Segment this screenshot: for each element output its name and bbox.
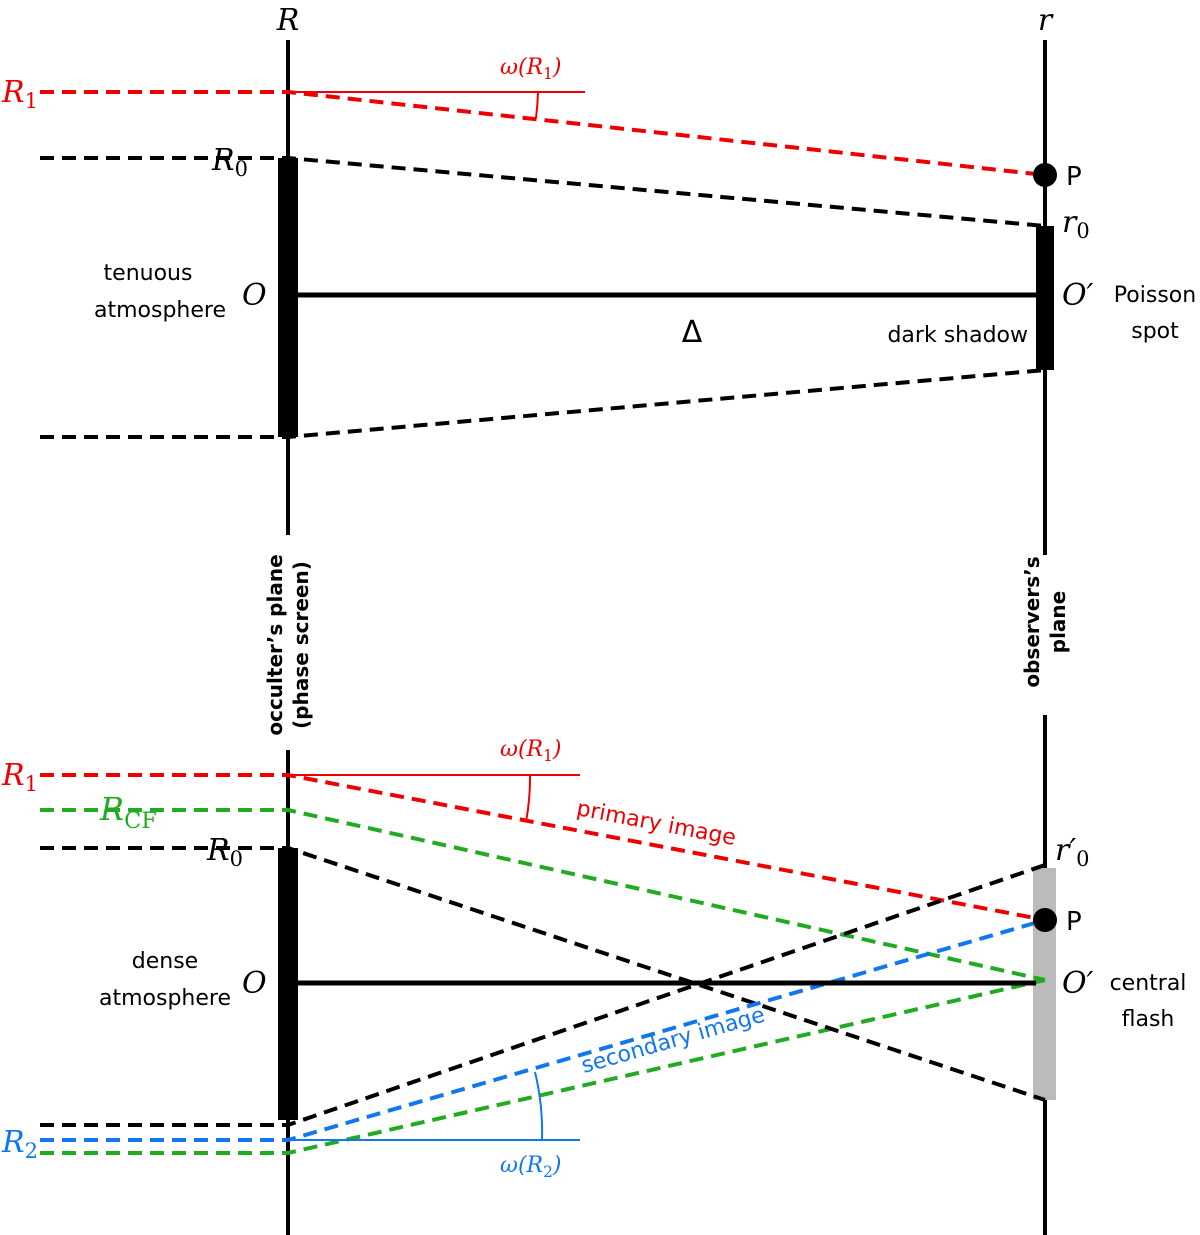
main: R	[99, 790, 124, 828]
ray	[40, 90, 1046, 177]
label: RCF	[99, 790, 157, 834]
label: R2	[1, 1125, 38, 1163]
pre: ω(	[500, 1153, 527, 1178]
main: R	[526, 55, 544, 80]
label: O′	[1062, 278, 1094, 313]
label: dark shadow	[887, 323, 1028, 348]
label: atmosphere	[94, 298, 226, 323]
post: )	[552, 737, 562, 762]
main: R	[1, 1125, 25, 1160]
label: ω(R1)	[500, 55, 562, 83]
label: r	[1038, 3, 1054, 38]
label: O′	[1062, 966, 1094, 1001]
label: ω(R2)	[500, 1153, 562, 1181]
ray	[40, 978, 1046, 1155]
main: r′	[1055, 833, 1076, 868]
label: R	[276, 3, 300, 38]
plane-label: occulter’s plane (phase screen)	[263, 554, 313, 735]
label: dense	[132, 949, 198, 974]
main: R	[211, 143, 235, 178]
label: R1	[1, 75, 38, 113]
label: Δ	[682, 315, 703, 350]
label: R0	[206, 833, 243, 871]
point	[1033, 908, 1057, 932]
angle-arc	[535, 91, 539, 119]
label: P	[1066, 162, 1082, 192]
label: (phase screen)	[289, 561, 313, 729]
sub: 2	[25, 1139, 38, 1163]
main: R	[206, 833, 230, 868]
angle-arc	[534, 1071, 544, 1141]
label: observers’s	[1020, 556, 1044, 687]
label: central	[1110, 971, 1187, 996]
main: R	[1, 758, 25, 793]
sub: 1	[25, 89, 38, 113]
label: tenuous	[104, 261, 193, 286]
label: O	[242, 966, 267, 1001]
label: spot	[1131, 319, 1179, 344]
label: r0	[1062, 205, 1090, 243]
ray	[40, 863, 1046, 1127]
main: r	[1062, 205, 1078, 240]
label: atmosphere	[99, 986, 231, 1011]
label: plane	[1046, 591, 1070, 653]
label: ω(R1)	[500, 737, 562, 765]
bottom-panel: ω(R1) R1 RCF R0 primary image r′0 P dens…	[1, 715, 1186, 1235]
main: R	[526, 1153, 544, 1178]
ray	[40, 773, 1046, 922]
sub: 0	[1076, 847, 1089, 871]
label: Poisson	[1114, 283, 1196, 308]
label: O	[242, 278, 267, 313]
label: r′0	[1055, 833, 1090, 871]
sub: 1	[25, 772, 38, 796]
ray	[40, 368, 1046, 439]
label: primary image	[574, 796, 737, 851]
ray	[40, 846, 1046, 1102]
ray	[40, 156, 1046, 228]
sub: 0	[230, 847, 243, 871]
point	[1033, 163, 1057, 187]
sub: 2	[543, 1163, 553, 1181]
label: R0	[211, 143, 248, 181]
sub: 0	[235, 157, 248, 181]
pre: ω(	[500, 55, 527, 80]
label: P	[1066, 907, 1082, 937]
shadow	[1036, 226, 1054, 370]
main: R	[1, 75, 25, 110]
ray	[40, 808, 1046, 982]
top-panel: R r R1 ω(R1) R0 P r0 tenuous atmosphere …	[1, 3, 1196, 555]
angle-arc	[525, 774, 532, 823]
post: )	[552, 55, 562, 80]
occulter	[278, 848, 298, 1120]
post: )	[552, 1153, 562, 1178]
label: R1	[1, 758, 38, 796]
main: R	[526, 737, 544, 762]
occulter	[278, 158, 298, 437]
sub: 1	[543, 747, 553, 765]
label: flash	[1122, 1007, 1175, 1032]
sub: 0	[1076, 219, 1089, 243]
pre: ω(	[500, 737, 527, 762]
plane-label: observers’s plane	[1020, 556, 1070, 687]
sub: CF	[124, 808, 157, 834]
label: occulter’s plane	[263, 554, 287, 735]
sub: 1	[543, 65, 553, 83]
